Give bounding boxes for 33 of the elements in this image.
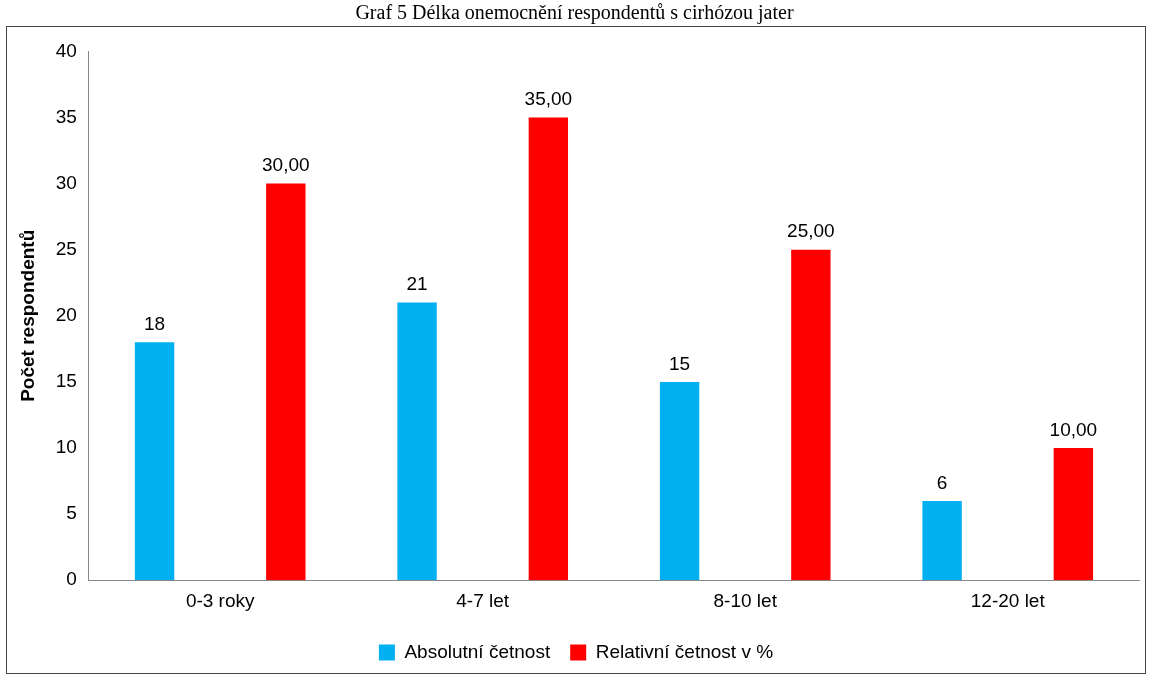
data-label: 25,00 (787, 220, 835, 242)
data-label: 21 (406, 273, 428, 295)
bar (134, 342, 175, 581)
data-label: 6 (936, 471, 948, 493)
data-label: 35,00 (524, 88, 573, 110)
y-tick-label: 30 (55, 171, 77, 193)
legend-label: Relativní četnost v % (595, 640, 774, 662)
y-tick-label: 5 (66, 502, 77, 524)
legend-label: Absolutní četnost (404, 640, 551, 662)
y-tick-label: 20 (55, 304, 77, 326)
y-tick-label: 10 (55, 436, 77, 458)
x-tick-label: 0-3 roky (185, 589, 256, 611)
data-label: 10,00 (1049, 418, 1098, 440)
x-tick-label: 12-20 let (970, 589, 1046, 611)
y-tick-label: 40 (55, 39, 77, 61)
y-tick-label: 0 (66, 568, 77, 590)
bar (266, 183, 306, 581)
bar (528, 117, 569, 581)
data-label: 15 (669, 352, 691, 374)
x-tick-label: 4-7 let (456, 589, 510, 611)
y-tick-label: 15 (55, 370, 77, 392)
bar (659, 381, 700, 581)
bar (922, 500, 962, 581)
chart-title: Graf 5 Délka onemocnění respondentů s cirhózou jater (354, 0, 795, 24)
y-axis-title: Počet respondentů (16, 229, 38, 402)
y-tick-label: 35 (55, 105, 77, 127)
bar (397, 302, 437, 581)
data-label: 30,00 (262, 154, 310, 176)
bar (791, 249, 831, 581)
y-tick-label: 25 (55, 237, 77, 259)
data-label: 18 (143, 312, 166, 334)
x-tick-label: 8-10 let (713, 589, 778, 611)
bar (1053, 448, 1094, 581)
